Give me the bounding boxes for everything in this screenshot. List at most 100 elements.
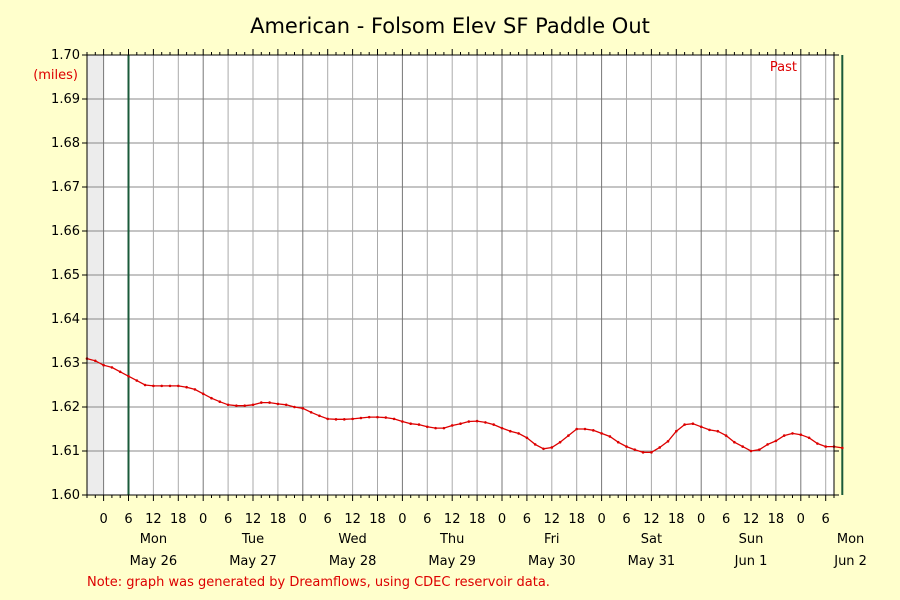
data-source-note: Note: graph was generated by Dreamflows,… bbox=[87, 575, 550, 590]
data-point bbox=[251, 403, 255, 407]
data-point bbox=[691, 422, 695, 426]
day-weekday-label: Sat bbox=[641, 532, 662, 547]
y-tick-label: 1.70 bbox=[51, 48, 80, 63]
data-point bbox=[260, 401, 263, 404]
data-point bbox=[118, 370, 122, 374]
x-hour-label: 12 bbox=[643, 512, 660, 527]
data-point bbox=[608, 435, 612, 438]
data-point bbox=[201, 392, 205, 396]
data-point bbox=[467, 420, 471, 423]
data-point bbox=[401, 420, 404, 423]
x-hour-label: 18 bbox=[568, 512, 585, 527]
data-point bbox=[177, 384, 180, 388]
x-hour-label: 12 bbox=[444, 512, 461, 527]
data-point bbox=[708, 428, 711, 432]
data-point bbox=[367, 415, 371, 419]
y-tick-label: 1.63 bbox=[51, 356, 80, 371]
day-date-label: Jun 1 bbox=[734, 554, 768, 569]
x-hour-label: 12 bbox=[145, 512, 162, 527]
data-point bbox=[699, 425, 703, 429]
data-point bbox=[575, 427, 578, 431]
day-weekday-label: Tue bbox=[241, 532, 264, 547]
x-hour-label: 0 bbox=[498, 512, 506, 527]
y-tick-label: 1.62 bbox=[51, 400, 80, 415]
x-hour-label: 6 bbox=[423, 512, 431, 527]
day-date-label: Jun 2 bbox=[833, 554, 867, 569]
y-tick-label: 1.65 bbox=[51, 268, 80, 283]
data-point bbox=[102, 363, 105, 367]
data-point bbox=[533, 443, 537, 446]
data-point bbox=[226, 403, 230, 407]
data-point bbox=[334, 418, 338, 421]
day-date-label: May 26 bbox=[130, 554, 178, 569]
data-point bbox=[376, 415, 379, 419]
data-point bbox=[824, 445, 827, 448]
data-point bbox=[409, 422, 413, 426]
day-weekday-label: Thu bbox=[439, 532, 464, 547]
data-point bbox=[791, 432, 794, 435]
x-hour-label: 12 bbox=[743, 512, 760, 527]
data-point bbox=[450, 424, 454, 427]
data-point bbox=[517, 432, 520, 435]
data-point bbox=[276, 402, 280, 406]
y-axis-unit: (miles) bbox=[33, 68, 78, 83]
data-point bbox=[799, 433, 803, 437]
data-point bbox=[301, 407, 305, 410]
x-hour-label: 6 bbox=[124, 512, 132, 527]
data-point bbox=[758, 448, 761, 451]
chart-title: American - Folsom Elev SF Paddle Out bbox=[250, 14, 650, 38]
data-point bbox=[326, 417, 330, 421]
data-point bbox=[110, 366, 114, 369]
y-tick-label: 1.69 bbox=[51, 92, 80, 107]
data-point bbox=[193, 388, 197, 391]
x-hour-label: 0 bbox=[797, 512, 805, 527]
data-point bbox=[168, 384, 172, 388]
data-point bbox=[583, 427, 587, 431]
data-point bbox=[135, 379, 139, 382]
plot-frame bbox=[86, 54, 835, 496]
data-point bbox=[384, 416, 388, 419]
data-point bbox=[641, 451, 645, 454]
data-point bbox=[392, 417, 396, 421]
data-point bbox=[218, 400, 222, 404]
x-hour-label: 18 bbox=[270, 512, 287, 527]
data-point bbox=[185, 385, 188, 389]
x-hour-label: 18 bbox=[668, 512, 685, 527]
day-date-label: May 31 bbox=[628, 554, 676, 569]
data-point bbox=[417, 423, 421, 426]
x-hour-label: 6 bbox=[324, 512, 332, 527]
day-weekday-label: Mon bbox=[140, 532, 167, 547]
day-weekday-label: Sun bbox=[739, 532, 764, 547]
data-point bbox=[210, 396, 213, 400]
data-point bbox=[666, 440, 670, 443]
data-point bbox=[235, 404, 238, 407]
series-line bbox=[86, 357, 843, 453]
data-point bbox=[841, 446, 844, 450]
data-point bbox=[492, 423, 496, 426]
x-hour-label: 18 bbox=[369, 512, 386, 527]
data-point bbox=[160, 384, 163, 388]
x-hour-label: 0 bbox=[697, 512, 705, 527]
data-point bbox=[625, 445, 628, 448]
y-tick-label: 1.66 bbox=[51, 224, 80, 239]
data-point bbox=[475, 419, 479, 423]
day-weekday-label: Fri bbox=[544, 532, 560, 547]
x-hour-label: 0 bbox=[299, 512, 307, 527]
day-date-label: May 28 bbox=[329, 554, 377, 569]
day-weekday-label: Wed bbox=[338, 532, 366, 547]
data-point bbox=[600, 432, 603, 435]
data-point bbox=[525, 436, 529, 440]
data-point bbox=[309, 410, 313, 414]
day-weekday-label: Mon bbox=[837, 532, 864, 547]
data-point bbox=[724, 434, 728, 437]
x-hour-label: 6 bbox=[722, 512, 730, 527]
data-point bbox=[749, 449, 753, 453]
data-point bbox=[650, 451, 653, 454]
data-point bbox=[592, 429, 595, 432]
data-point bbox=[774, 439, 778, 443]
y-tick-label: 1.67 bbox=[51, 180, 80, 195]
x-hour-label: 12 bbox=[544, 512, 561, 527]
data-point bbox=[442, 426, 446, 430]
data-point bbox=[683, 423, 686, 426]
